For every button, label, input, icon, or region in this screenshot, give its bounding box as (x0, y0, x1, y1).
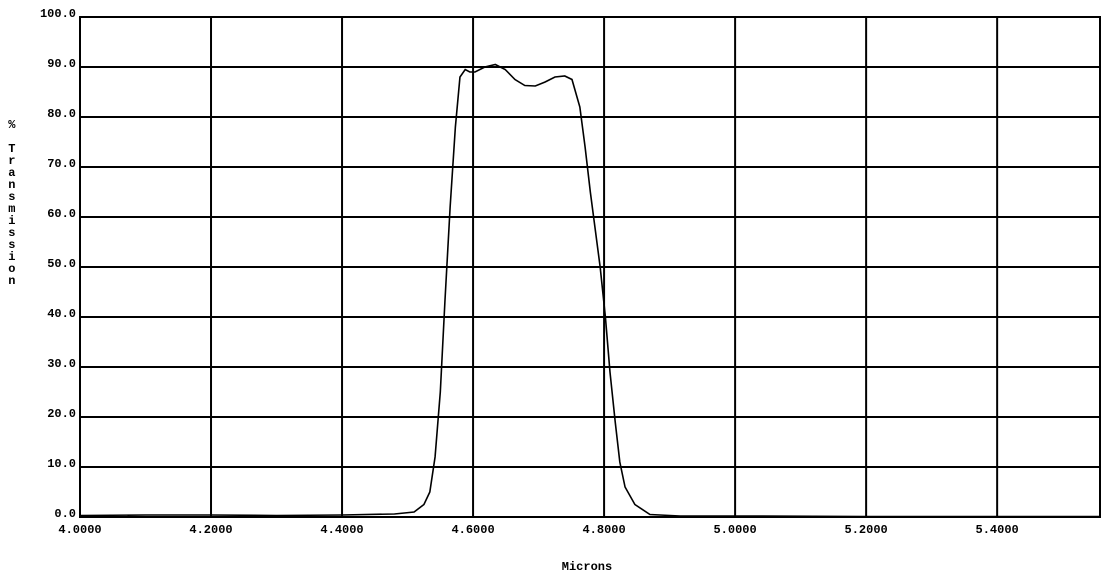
x-axis-label: Microns (562, 560, 612, 574)
y-tick-label: 0.0 (54, 507, 76, 521)
x-tick-label: 4.4000 (320, 523, 363, 537)
x-tick-label: 5.4000 (976, 523, 1019, 537)
y-tick-label: 30.0 (47, 357, 76, 371)
data-line (79, 63, 1100, 518)
x-tick-label: 5.0000 (713, 523, 756, 537)
x-tick-label: 4.8000 (582, 523, 625, 537)
x-tick-label: 5.2000 (845, 523, 888, 537)
y-tick-label: 60.0 (47, 207, 76, 221)
y-tick-label: 40.0 (47, 307, 76, 321)
y-tick-label: 50.0 (47, 257, 76, 271)
x-tick-label: 4.0000 (58, 523, 101, 537)
y-tick-label: 100.0 (40, 7, 76, 21)
y-tick-label: 70.0 (47, 157, 76, 171)
y-axis-label: % Transmission (5, 118, 19, 286)
y-tick-label: 80.0 (47, 107, 76, 121)
y-tick-label: 10.0 (47, 457, 76, 471)
x-tick-label: 4.2000 (189, 523, 232, 537)
x-tick-label: 4.6000 (451, 523, 494, 537)
y-tick-label: 90.0 (47, 57, 76, 71)
y-tick-label: 20.0 (47, 407, 76, 421)
